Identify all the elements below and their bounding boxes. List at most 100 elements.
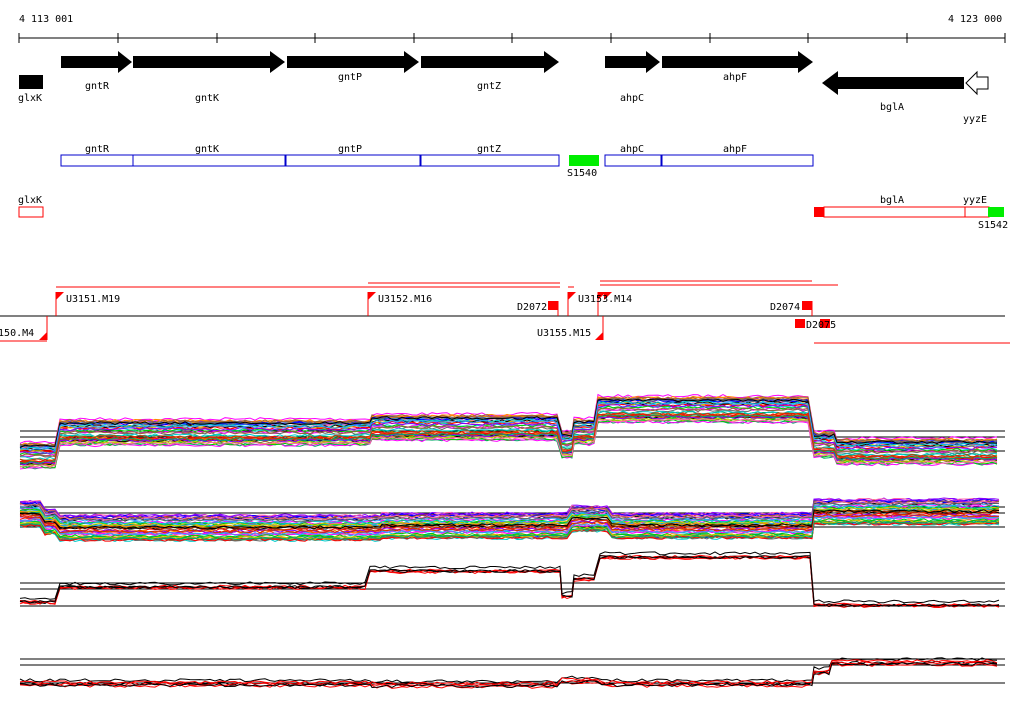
expression-profiles-1 bbox=[19, 393, 998, 470]
expression-trace bbox=[19, 504, 1000, 525]
expression-trace bbox=[19, 662, 998, 689]
gene-ahpF[interactable]: ahpF bbox=[662, 51, 813, 83]
expression-trace bbox=[19, 412, 998, 462]
expression-panel-4 bbox=[19, 657, 1005, 689]
expression-trace bbox=[20, 520, 1000, 541]
transcript-gntR[interactable]: gntR bbox=[60, 144, 134, 167]
expression-trace bbox=[19, 509, 1000, 530]
coordinate-ruler: 4 113 001 4 123 000 bbox=[18, 14, 1006, 43]
svg-text:U3150.M4: U3150.M4 bbox=[0, 328, 34, 339]
gene-gntK[interactable]: gntK bbox=[133, 51, 285, 104]
upshift-U3155-M15[interactable]: U3155.M15 bbox=[537, 316, 604, 340]
downshift-D2072[interactable]: D2072 bbox=[517, 301, 559, 316]
transcript-glxK[interactable]: glxK bbox=[18, 195, 44, 218]
expression-profiles-2 bbox=[19, 497, 1000, 543]
transcript-ahpF[interactable]: ahpF bbox=[661, 144, 814, 167]
expression-trace bbox=[19, 500, 1000, 521]
svg-text:ahpC: ahpC bbox=[620, 93, 644, 104]
expression-trace bbox=[19, 418, 998, 468]
svg-text:gntR: gntR bbox=[85, 144, 110, 155]
upshift-U3151-M19[interactable]: U3151.M19 bbox=[55, 292, 120, 316]
svg-text:gntP: gntP bbox=[338, 72, 362, 83]
expression-trace bbox=[19, 398, 998, 448]
expression-trace bbox=[19, 660, 998, 687]
svg-text:S1540: S1540 bbox=[567, 168, 597, 179]
svg-text:gntK: gntK bbox=[195, 93, 219, 104]
svg-text:gntK: gntK bbox=[195, 144, 219, 155]
transcript-track-minus: glxK bglA yyzE S1542 bbox=[18, 195, 1008, 231]
transcript-bglA[interactable]: bglA bbox=[814, 195, 966, 218]
svg-text:ahpC: ahpC bbox=[620, 144, 644, 155]
svg-text:ahpF: ahpF bbox=[723, 144, 747, 155]
gene-ahpC[interactable]: ahpC bbox=[605, 51, 660, 104]
expression-panel-1 bbox=[19, 393, 1005, 470]
gene-gntR[interactable]: gntR bbox=[61, 51, 132, 92]
expression-trace bbox=[19, 657, 998, 684]
gene-bglA[interactable]: bglA bbox=[822, 71, 964, 113]
expression-trace bbox=[19, 659, 998, 686]
ruler-ticks bbox=[18, 33, 1006, 43]
expression-trace bbox=[19, 498, 1000, 519]
transcript-yyzE[interactable]: yyzE bbox=[963, 195, 990, 218]
transcript-gntK[interactable]: gntK bbox=[132, 144, 286, 167]
upshift-U3153-M14[interactable]: U3153.M14 bbox=[567, 292, 632, 316]
expression-trace bbox=[19, 556, 1000, 609]
svg-text:D2075: D2075 bbox=[806, 320, 836, 331]
segment-S1540[interactable]: S1540 bbox=[567, 155, 599, 179]
expression-trace bbox=[19, 555, 1000, 608]
gene-gntZ[interactable]: gntZ bbox=[421, 51, 559, 92]
svg-text:bglA: bglA bbox=[880, 102, 904, 113]
upshift-U3152-M16[interactable]: U3152.M16 bbox=[367, 292, 432, 316]
shift-track: U3151.M19 U3152.M16 D2072 U3153.M14 U315… bbox=[0, 280, 1010, 344]
svg-text:S1542: S1542 bbox=[978, 220, 1008, 231]
expression-trace bbox=[19, 404, 998, 454]
transcript-track-plus: gntR gntK gntP gntZ S1540 ahpC ahpF bbox=[60, 144, 814, 179]
expression-panel-3 bbox=[19, 551, 1005, 609]
upshift-U3150-M4[interactable]: U3150.M4 bbox=[0, 316, 48, 340]
transcript-ahpC[interactable]: ahpC bbox=[604, 144, 662, 167]
expression-trace bbox=[19, 555, 1000, 607]
expression-trace bbox=[19, 415, 998, 466]
downshift-D2075[interactable]: D2075 bbox=[795, 319, 836, 331]
ruler-end-label: 4 123 000 bbox=[948, 14, 1002, 25]
gene-track: glxK gntR gntK gntP gntZ ahpC ahpF bglA bbox=[18, 51, 989, 125]
expression-trace bbox=[19, 396, 998, 447]
svg-text:yyzE: yyzE bbox=[963, 114, 987, 125]
svg-text:glxK: glxK bbox=[18, 195, 42, 206]
expression-trace bbox=[19, 401, 998, 452]
segment-S1542[interactable]: S1542 bbox=[978, 207, 1008, 231]
svg-text:yyzE: yyzE bbox=[963, 195, 987, 206]
expression-panel-2 bbox=[19, 497, 1005, 543]
expression-trace bbox=[19, 515, 1000, 536]
downshift-D2074[interactable]: D2074 bbox=[770, 301, 813, 316]
expression-profiles-3 bbox=[19, 551, 1000, 609]
svg-text:gntR: gntR bbox=[85, 81, 110, 92]
svg-text:U3155.M15: U3155.M15 bbox=[537, 328, 591, 339]
expression-trace bbox=[19, 554, 1000, 607]
svg-text:gntP: gntP bbox=[338, 144, 362, 155]
svg-text:bglA: bglA bbox=[880, 195, 904, 206]
svg-text:U3152.M16: U3152.M16 bbox=[378, 294, 432, 305]
gene-gntP[interactable]: gntP bbox=[287, 51, 419, 83]
gene-yyzE[interactable]: yyzE bbox=[963, 70, 989, 125]
ruler-start-label: 4 113 001 bbox=[19, 14, 73, 25]
svg-text:U3151.M19: U3151.M19 bbox=[66, 294, 120, 305]
expression-trace bbox=[19, 500, 1000, 521]
svg-text:ahpF: ahpF bbox=[723, 72, 747, 83]
transcript-gntZ[interactable]: gntZ bbox=[420, 144, 560, 167]
expression-trace bbox=[19, 414, 998, 465]
svg-text:U3153.M14: U3153.M14 bbox=[578, 294, 632, 305]
transcript-gntP[interactable]: gntP bbox=[285, 144, 421, 167]
expression-trace bbox=[20, 506, 1000, 527]
svg-text:gntZ: gntZ bbox=[477, 81, 501, 92]
svg-text:gntZ: gntZ bbox=[477, 144, 501, 155]
expression-trace bbox=[19, 555, 1000, 607]
svg-text:D2074: D2074 bbox=[770, 302, 800, 313]
expression-trace bbox=[19, 551, 1000, 604]
gene-glxK[interactable]: glxK bbox=[18, 75, 43, 104]
expression-profiles-4 bbox=[19, 657, 998, 689]
expression-trace bbox=[19, 518, 1000, 539]
expression-trace bbox=[19, 502, 999, 523]
svg-text:glxK: glxK bbox=[18, 93, 42, 104]
